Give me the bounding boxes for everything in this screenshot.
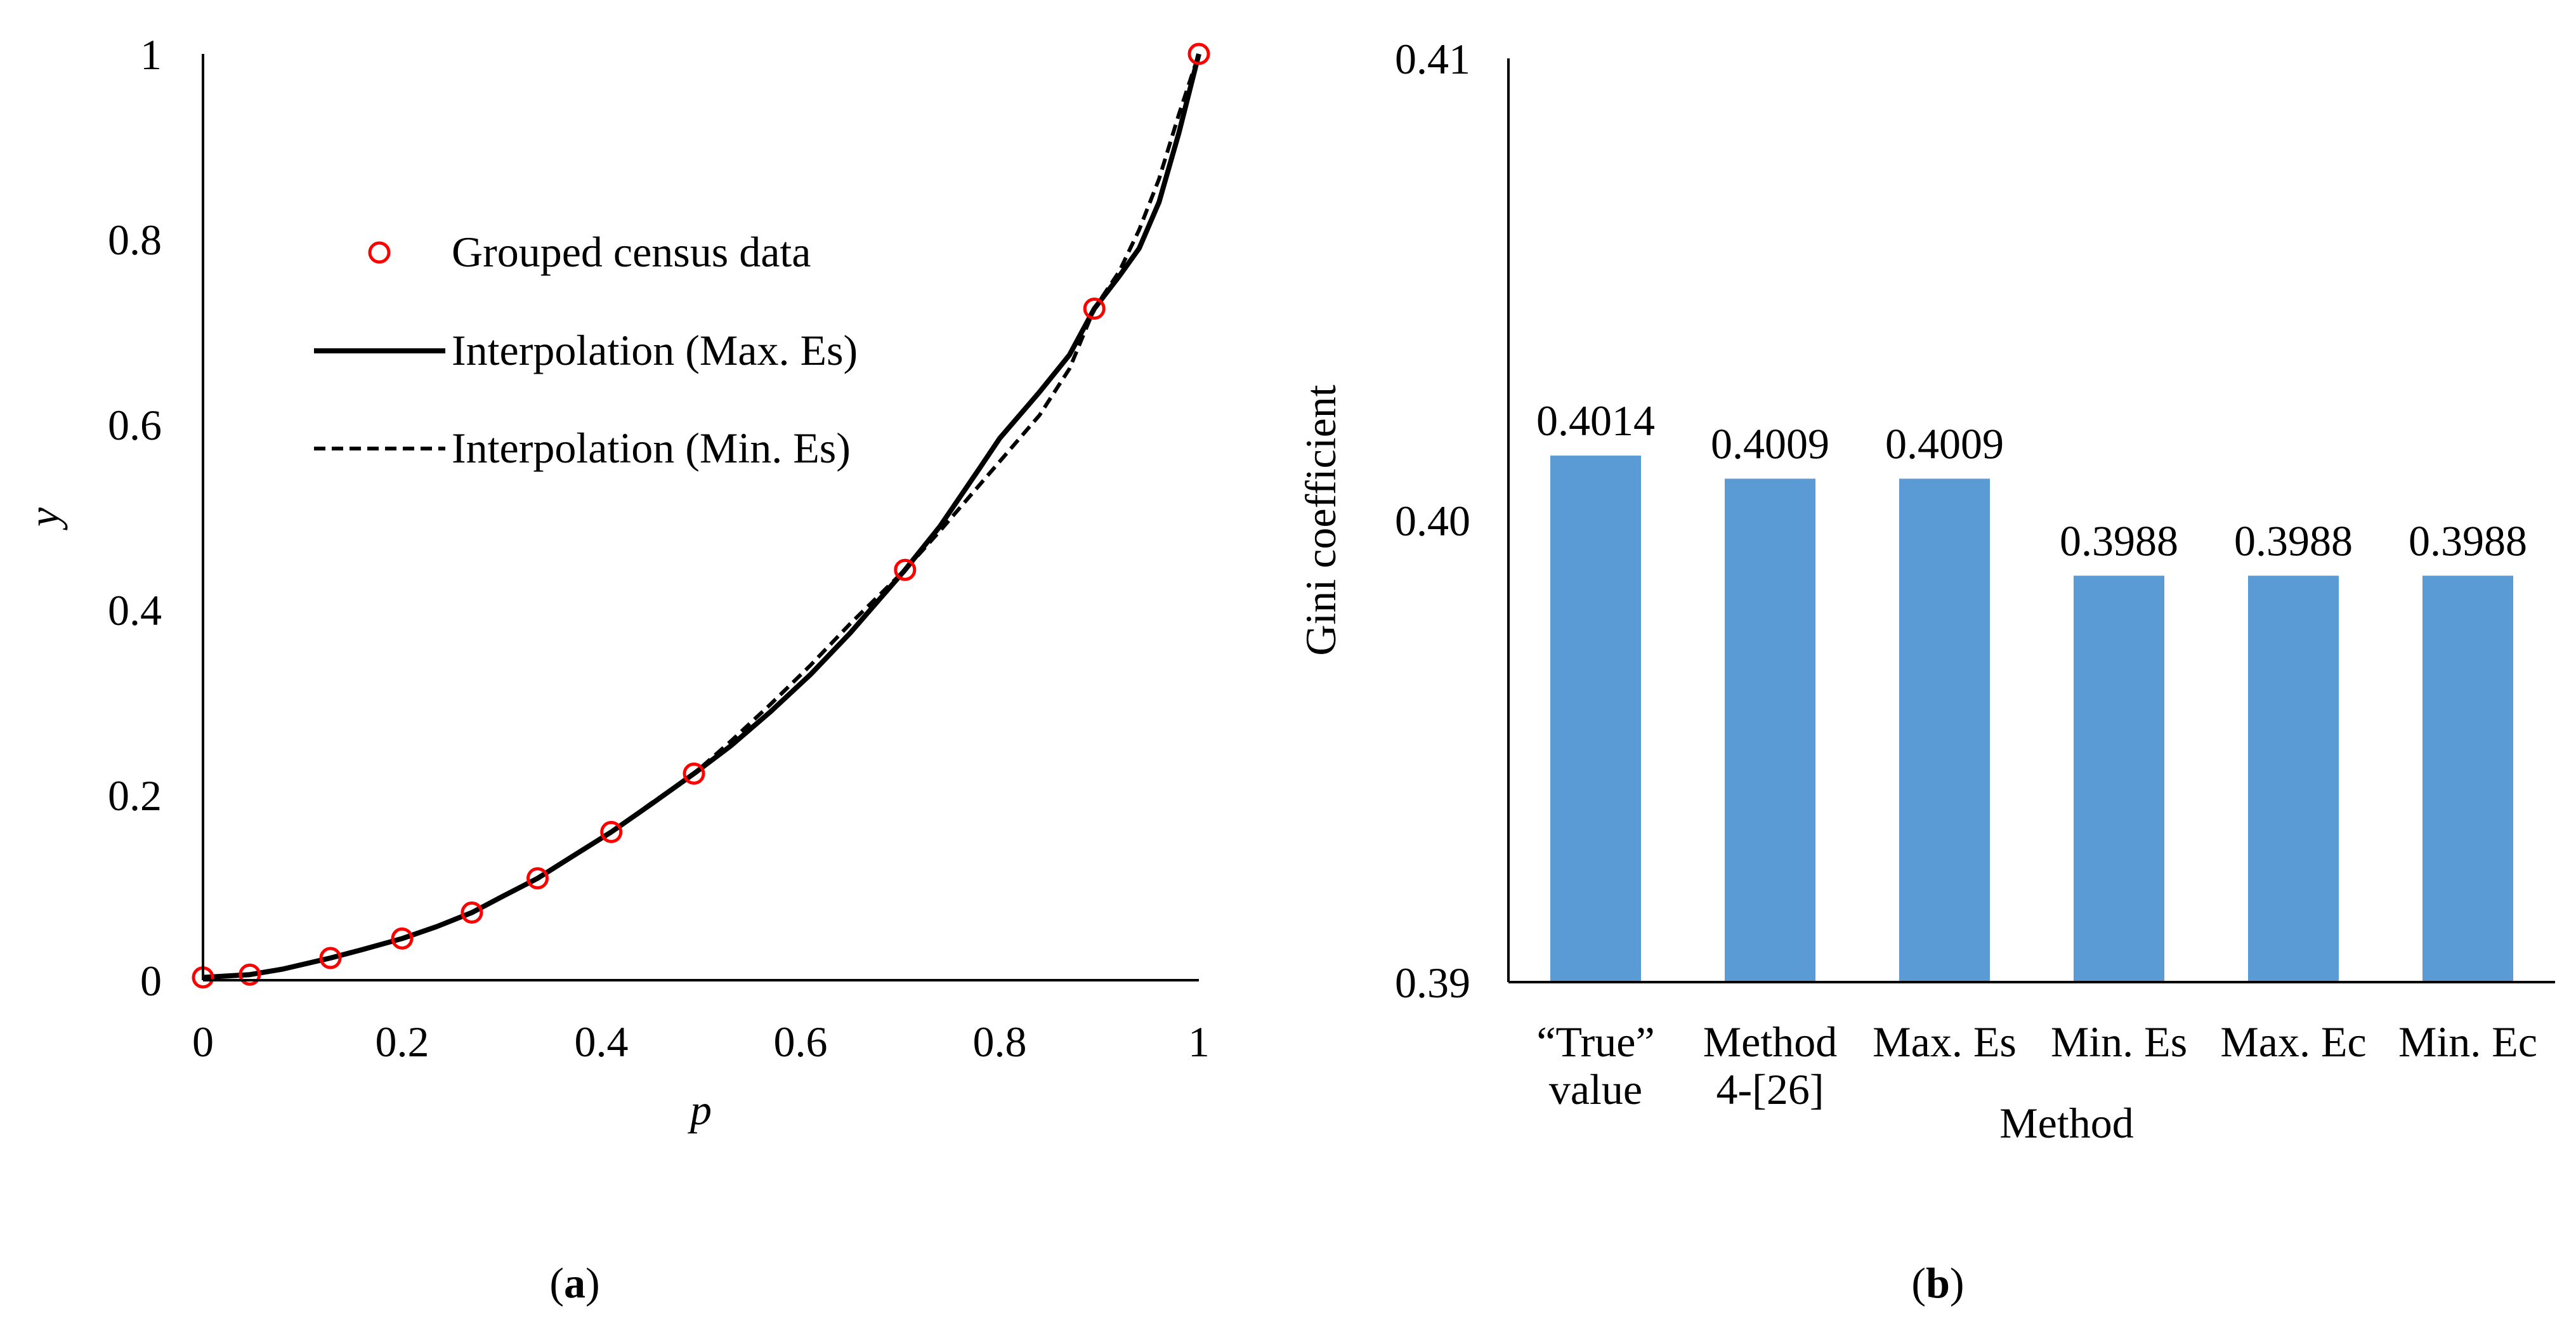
panel-b-y-axis-title: Gini coefficient [1297, 384, 1345, 655]
bar [1725, 478, 1815, 982]
category-label: “True” [1536, 1018, 1654, 1066]
panel-a-y-axis-title: y [20, 507, 68, 530]
data-point-census [683, 762, 705, 785]
bar [2422, 575, 2513, 982]
data-point-census [1083, 298, 1106, 320]
x-tick-label: 0.8 [973, 1018, 1027, 1066]
panel-a-label: (a) [549, 1259, 599, 1307]
data-point-census [319, 947, 342, 969]
y-tick-label: 0.4 [108, 586, 162, 634]
panel-b-x-axis-title: Method [1999, 1099, 2134, 1147]
bar-value-label: 0.3988 [2409, 516, 2527, 565]
legend-label-min-es: Interpolation (Min. Es) [452, 424, 851, 472]
panel-b-label: (b) [1911, 1259, 1964, 1307]
data-point-census [461, 901, 483, 924]
category-label: Min. Ec [2398, 1018, 2537, 1066]
category-label: value [1549, 1065, 1642, 1113]
panel-a-plot-area [192, 43, 1210, 989]
panel-a-x-axis-title: p [688, 1086, 712, 1134]
panel-a-line-chart: 0 0.2 0.4 0.6 0.8 1 0 0.2 0.4 0.6 0.8 1 p y Groupe… [20, 30, 1210, 1307]
series-line-max-es [202, 53, 1201, 980]
x-tick-label: 0.4 [575, 1018, 629, 1066]
panel-b-value-labels: 0.4014 0.4009 0.4009 0.3988 0.3988 0.3988 [1536, 397, 2527, 565]
category-label: Max. Es [1873, 1018, 2017, 1066]
x-tick-label: 0.6 [774, 1018, 828, 1066]
data-point-census [526, 867, 549, 889]
category-label: Method [1703, 1018, 1838, 1066]
data-point-census [239, 963, 261, 986]
x-tick-label: 0.2 [376, 1018, 429, 1066]
series-line-min-es [202, 53, 1201, 980]
bar-value-label: 0.4014 [1536, 397, 1655, 445]
data-point-census [894, 558, 917, 581]
legend-marker-census [368, 241, 391, 264]
bar [2074, 575, 2164, 982]
bar [2248, 575, 2339, 982]
bar-value-label: 0.4009 [1885, 420, 2004, 468]
data-point-census [391, 927, 414, 950]
y-tick-label: 1 [140, 30, 162, 79]
y-tick-label: 0.39 [1395, 959, 1470, 1007]
y-tick-label: 0 [140, 957, 162, 1005]
data-point-census [600, 820, 623, 843]
x-tick-label: 0 [192, 1018, 214, 1066]
panel-a-x-ticks: 0 0.2 0.4 0.6 0.8 1 [192, 1018, 1210, 1066]
bar-value-label: 0.3988 [2234, 516, 2353, 565]
bar-value-label: 0.3988 [2060, 516, 2178, 565]
legend-label-max-es: Interpolation (Max. Es) [452, 326, 858, 374]
bar [1899, 478, 1990, 982]
data-point-census [1187, 43, 1210, 65]
panel-b-y-ticks: 0.39 0.40 0.41 [1395, 35, 1470, 1007]
panel-b-bars [1550, 456, 2513, 982]
bar-value-label: 0.4009 [1711, 420, 1829, 468]
y-tick-label: 0.8 [108, 216, 162, 264]
legend-label-census: Grouped census data [452, 228, 811, 276]
category-label: Min. Es [2051, 1018, 2187, 1066]
y-tick-label: 0.41 [1395, 35, 1470, 83]
y-tick-label: 0.2 [108, 771, 162, 820]
category-label: 4-[26] [1716, 1065, 1824, 1113]
y-tick-label: 0.40 [1395, 497, 1470, 545]
y-tick-label: 0.6 [108, 401, 162, 449]
panel-a-legend: Grouped census data Interpolation (Max. … [314, 228, 858, 472]
panel-a-y-ticks: 0 0.2 0.4 0.6 0.8 1 [108, 30, 162, 1005]
bar [1550, 456, 1641, 982]
x-tick-label: 1 [1188, 1018, 1210, 1066]
category-label: Max. Ec [2220, 1018, 2366, 1066]
panel-a-axes [202, 54, 1199, 981]
panel-b-bar-chart: 0.4014 0.4009 0.4009 0.3988 0.3988 0.3988 0.3… [1297, 35, 2555, 1307]
panel-b-axes [1507, 58, 2555, 983]
